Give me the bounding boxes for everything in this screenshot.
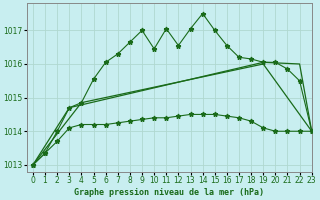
X-axis label: Graphe pression niveau de la mer (hPa): Graphe pression niveau de la mer (hPa) [74,188,264,197]
